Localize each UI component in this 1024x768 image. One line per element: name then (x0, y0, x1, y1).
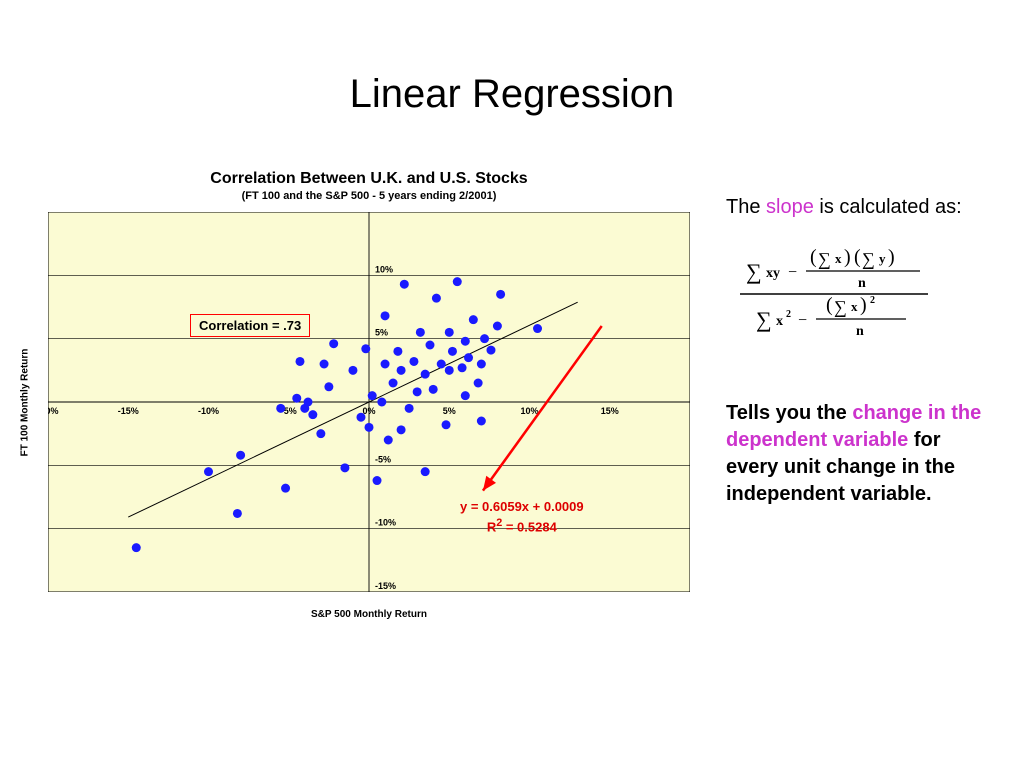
svg-text:n: n (856, 324, 864, 339)
svg-text:∑: ∑ (746, 259, 762, 284)
svg-text:10%: 10% (520, 406, 538, 416)
svg-text:): ) (860, 294, 867, 316)
chart-title: Correlation Between U.K. and U.S. Stocks (48, 170, 690, 188)
equation-line2: R2 = 0.5284 (460, 516, 584, 537)
slope-explanation: Tells you the change in the dependent va… (726, 400, 986, 508)
svg-text:-20%: -20% (48, 406, 59, 416)
svg-text:-10%: -10% (198, 406, 219, 416)
slope-formula: ∑ xy − ( ∑ x ) ( ∑ y ) n ∑ x 2 − (736, 239, 936, 359)
svg-text:−: − (788, 264, 797, 281)
svg-text:n: n (858, 276, 866, 291)
svg-text:(: ( (826, 294, 833, 316)
svg-text:2: 2 (786, 309, 791, 320)
svg-text:xy: xy (766, 266, 780, 281)
svg-text:): ) (888, 246, 895, 268)
svg-text:∑: ∑ (818, 249, 831, 269)
chart-container: Correlation Between U.K. and U.S. Stocks… (48, 170, 690, 592)
svg-text:): ) (844, 246, 851, 268)
svg-text:−: − (798, 312, 807, 329)
svg-text:y: y (879, 251, 886, 266)
regression-equation: y = 0.6059x + 0.0009 R2 = 0.5284 (460, 498, 584, 537)
svg-text:-15%: -15% (375, 581, 396, 591)
slope-intro: The slope is calculated as: (726, 194, 986, 221)
svg-text:x: x (835, 251, 842, 266)
svg-text:-10%: -10% (375, 518, 396, 528)
svg-text:x: x (851, 299, 858, 314)
svg-text:5%: 5% (375, 328, 388, 338)
svg-text:15%: 15% (601, 406, 619, 416)
scatter-plot-svg: -15%-10%-5%5%10%-20%-15%-10%-5%0%5%10%15… (48, 212, 690, 592)
svg-text:2: 2 (870, 295, 875, 306)
chart-subtitle: (FT 100 and the S&P 500 - 5 years ending… (48, 190, 690, 202)
slide-title: Linear Regression (0, 72, 1024, 117)
x-axis-label: S&P 500 Monthly Return (48, 609, 690, 620)
equation-line1: y = 0.6059x + 0.0009 (460, 498, 584, 516)
correlation-annotation: Correlation = .73 (190, 314, 310, 337)
svg-text:x: x (776, 314, 783, 329)
svg-text:5%: 5% (443, 406, 456, 416)
svg-text:-5%: -5% (375, 454, 391, 464)
svg-text:10%: 10% (375, 264, 393, 274)
sidebar-text: The slope is calculated as: ∑ xy − ( ∑ x… (726, 194, 986, 508)
svg-text:∑: ∑ (834, 297, 847, 317)
svg-text:∑: ∑ (756, 307, 772, 332)
y-axis-label: FT 100 Monthly Return (10, 212, 40, 592)
svg-text:∑: ∑ (862, 249, 875, 269)
svg-text:-15%: -15% (118, 406, 139, 416)
svg-text:(: ( (810, 246, 817, 268)
slide: Linear Regression Correlation Between U.… (0, 0, 1024, 768)
svg-text:(: ( (854, 246, 861, 268)
chart-plot: -15%-10%-5%5%10%-20%-15%-10%-5%0%5%10%15… (48, 212, 690, 592)
